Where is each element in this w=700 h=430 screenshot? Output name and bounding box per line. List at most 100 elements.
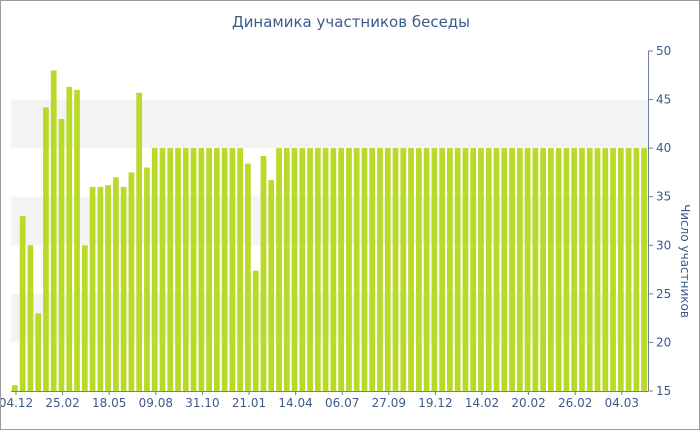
bar xyxy=(369,148,376,391)
bar xyxy=(237,148,244,391)
bar xyxy=(105,185,111,391)
y-tick-label: 45 xyxy=(656,93,671,107)
bar xyxy=(579,148,585,391)
bar xyxy=(524,148,531,391)
bar xyxy=(485,148,492,391)
bar xyxy=(12,385,18,391)
y-tick-label: 40 xyxy=(656,141,671,155)
bar xyxy=(377,148,383,391)
bar xyxy=(353,148,360,391)
bar xyxy=(190,148,197,391)
bar xyxy=(58,119,65,391)
x-tick-label: 04.12 xyxy=(1,396,33,410)
bar xyxy=(128,172,135,391)
bar xyxy=(97,187,104,391)
bar xyxy=(439,148,446,391)
y-tick-label: 25 xyxy=(656,287,671,301)
bar xyxy=(120,187,127,391)
bar xyxy=(641,148,647,391)
bar xyxy=(610,148,616,391)
bar xyxy=(509,148,515,391)
bar xyxy=(501,148,508,391)
x-tick-label: 20.02 xyxy=(511,396,545,410)
bar xyxy=(400,148,407,391)
bar xyxy=(431,148,438,391)
y-tick-label: 50 xyxy=(656,44,671,58)
chart-title: Динамика участников беседы xyxy=(231,13,471,31)
y-tick-label: 35 xyxy=(656,190,671,204)
bar xyxy=(625,148,632,391)
bar xyxy=(586,148,593,391)
x-tick-label: 26.02 xyxy=(558,396,592,410)
bar xyxy=(346,148,352,391)
bar xyxy=(470,148,477,391)
x-tick-label: 06.07 xyxy=(325,396,359,410)
bar xyxy=(384,148,391,391)
bar xyxy=(81,245,88,391)
bar xyxy=(27,245,34,391)
bar xyxy=(151,148,158,391)
x-tick-label: 25.02 xyxy=(45,396,79,410)
bar xyxy=(299,148,306,391)
bar xyxy=(392,148,399,391)
bar xyxy=(478,148,484,391)
bar xyxy=(35,313,42,391)
bar xyxy=(423,148,430,391)
y-tick-label: 20 xyxy=(656,335,671,349)
bar xyxy=(291,148,298,391)
bar xyxy=(633,148,640,391)
bar xyxy=(221,148,228,391)
bar xyxy=(338,148,345,391)
bar xyxy=(408,148,414,391)
x-tick-label: 18.05 xyxy=(92,396,126,410)
bar xyxy=(322,148,329,391)
bar xyxy=(571,148,578,391)
x-tick-label: 14.02 xyxy=(465,396,499,410)
bar xyxy=(89,187,96,391)
bar xyxy=(493,148,500,391)
bar xyxy=(229,148,236,391)
bar xyxy=(252,270,259,391)
bar xyxy=(206,148,212,391)
bar xyxy=(516,148,523,391)
bar xyxy=(66,86,73,391)
bar xyxy=(159,148,166,391)
bar xyxy=(276,148,282,391)
bar xyxy=(540,148,546,391)
bar xyxy=(548,148,554,391)
bar xyxy=(283,148,290,391)
grid-band xyxy=(11,99,648,149)
x-tick-label: 27.09 xyxy=(372,396,406,410)
bar xyxy=(361,148,368,391)
bar xyxy=(198,148,205,391)
bar xyxy=(213,148,220,391)
bar xyxy=(260,155,267,391)
bar xyxy=(617,148,624,391)
bar xyxy=(532,148,539,391)
x-tick-label: 09.08 xyxy=(139,396,173,410)
x-tick-label: 21.01 xyxy=(232,396,266,410)
bar xyxy=(144,167,150,391)
bar xyxy=(415,148,422,391)
y-axis-label: Число участников xyxy=(678,204,692,318)
bar xyxy=(314,148,321,391)
x-tick-label: 04.03 xyxy=(605,396,639,410)
bar xyxy=(307,148,313,391)
bar xyxy=(175,148,181,391)
x-tick-label: 14.04 xyxy=(278,396,312,410)
x-tick-label: 19.12 xyxy=(418,396,452,410)
bar xyxy=(182,148,189,391)
bar xyxy=(555,148,562,391)
bar xyxy=(74,89,80,392)
bar xyxy=(594,148,601,391)
bar xyxy=(167,148,174,391)
bar xyxy=(43,107,49,391)
bar xyxy=(113,177,119,391)
bar xyxy=(50,70,57,392)
bar xyxy=(447,148,453,391)
bar xyxy=(563,148,570,391)
bar xyxy=(330,148,337,391)
bar xyxy=(245,163,251,391)
